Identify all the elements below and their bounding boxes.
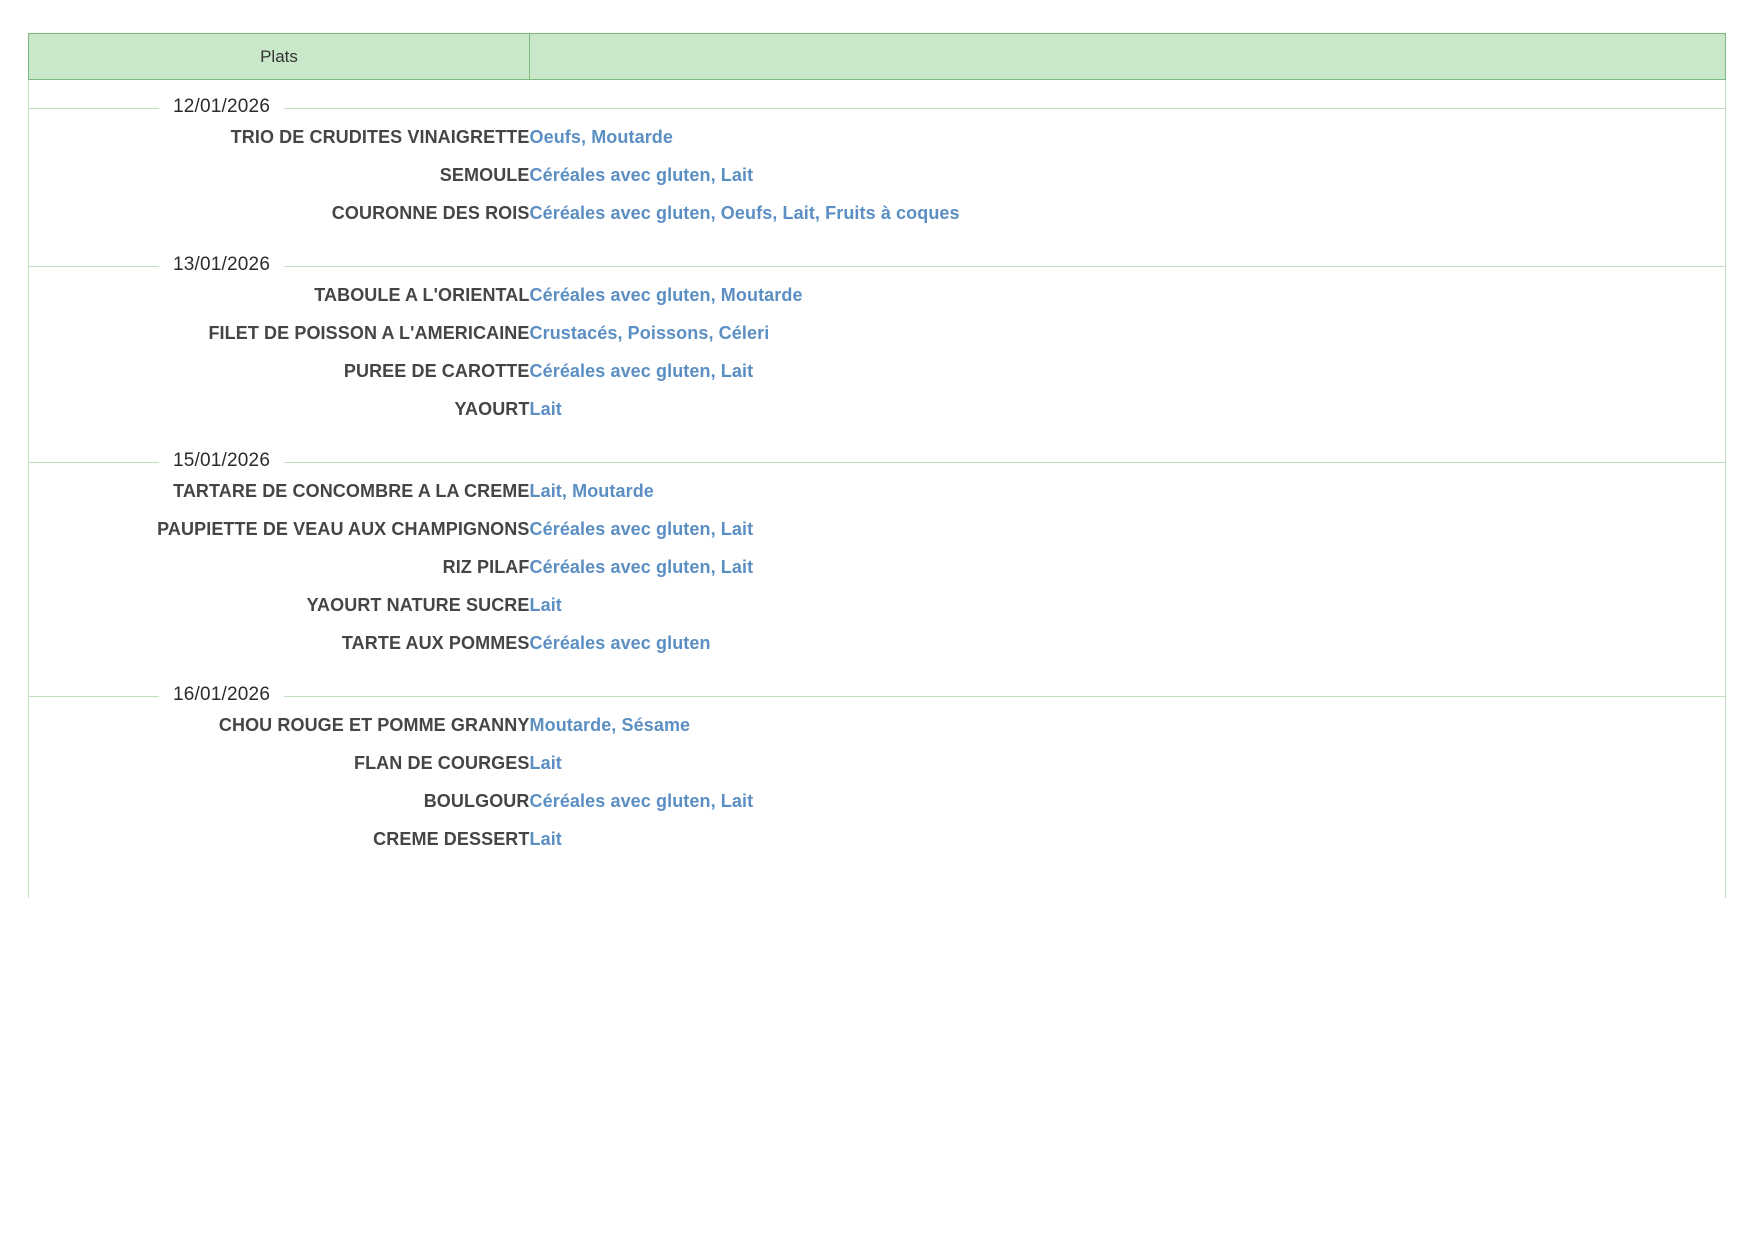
dish-name-cell: SEMOULE xyxy=(28,156,530,194)
table-row: TARTARE DE CONCOMBRE A LA CREME Lait, Mou… xyxy=(28,472,1726,510)
date-group-cell: 16/01/2026 xyxy=(28,662,1726,706)
column-header-allergens[interactable] xyxy=(529,33,1726,80)
date-rule-right xyxy=(284,266,1725,267)
table-footer-spacer xyxy=(28,858,1726,898)
allergens-cell: Lait xyxy=(529,586,1726,624)
date-rule-right xyxy=(284,462,1725,463)
table-row: CREME DESSERT Lait xyxy=(28,820,1726,858)
table-row: BOULGOUR Céréales avec gluten, Lait xyxy=(28,782,1726,820)
allergens-cell: Lait xyxy=(529,390,1726,428)
date-rule-left xyxy=(29,266,159,267)
allergens-cell: Lait xyxy=(529,820,1726,858)
column-header-plats[interactable]: Plats xyxy=(28,33,530,80)
date-group-header: 15/01/2026 xyxy=(28,428,1726,472)
date-band: 16/01/2026 xyxy=(29,662,1725,706)
date-group-cell: 13/01/2026 xyxy=(28,232,1726,276)
table-row: PAUPIETTE DE VEAU AUX CHAMPIGNONS Céréale… xyxy=(28,510,1726,548)
date-group-header: 16/01/2026 xyxy=(28,662,1726,706)
table-row: RIZ PILAF Céréales avec gluten, Lait xyxy=(28,548,1726,586)
dish-name-cell: TABOULE A L'ORIENTAL xyxy=(28,276,530,314)
date-rule-right xyxy=(284,696,1725,697)
allergens-cell: Moutarde, Sésame xyxy=(529,706,1726,744)
header-row: Plats xyxy=(28,33,1726,80)
table-row: TARTE AUX POMMES Céréales avec gluten xyxy=(28,624,1726,662)
date-group-cell: 15/01/2026 xyxy=(28,428,1726,472)
dish-name-cell: BOULGOUR xyxy=(28,782,530,820)
allergens-cell: Céréales avec gluten, Lait xyxy=(529,156,1726,194)
allergens-cell: Oeufs, Moutarde xyxy=(529,118,1726,156)
dish-name-cell: PAUPIETTE DE VEAU AUX CHAMPIGNONS xyxy=(28,510,530,548)
table-header: Plats xyxy=(28,33,1726,80)
table-row: YAOURT NATURE SUCRE Lait xyxy=(28,586,1726,624)
dish-name-cell: PUREE DE CAROTTE xyxy=(28,352,530,390)
allergens-cell: Lait xyxy=(529,744,1726,782)
allergens-cell: Céréales avec gluten, Moutarde xyxy=(529,276,1726,314)
date-group-header: 13/01/2026 xyxy=(28,232,1726,276)
allergens-cell: Crustacés, Poissons, Céleri xyxy=(529,314,1726,352)
allergens-cell: Céréales avec gluten xyxy=(529,624,1726,662)
table-row: PUREE DE CAROTTE Céréales avec gluten, La… xyxy=(28,352,1726,390)
dish-name-cell: FLAN DE COURGES xyxy=(28,744,530,782)
allergens-cell: Céréales avec gluten, Lait xyxy=(529,782,1726,820)
allergens-cell: Céréales avec gluten, Lait xyxy=(529,352,1726,390)
dish-name-cell: CREME DESSERT xyxy=(28,820,530,858)
table-row: FLAN DE COURGES Lait xyxy=(28,744,1726,782)
date-band: 12/01/2026 xyxy=(29,80,1725,118)
spacer-cell-left xyxy=(28,858,530,898)
dish-name-cell: FILET DE POISSON A L'AMERICAINE xyxy=(28,314,530,352)
date-label: 15/01/2026 xyxy=(173,450,271,471)
date-group-header: 12/01/2026 xyxy=(28,79,1726,118)
spacer-cell-right xyxy=(529,858,1726,898)
date-rule-left xyxy=(29,108,159,109)
dish-name-cell: YAOURT NATURE SUCRE xyxy=(28,586,530,624)
table-row: COURONNE DES ROIS Céréales avec gluten, O… xyxy=(28,194,1726,232)
allergens-cell: Lait, Moutarde xyxy=(529,472,1726,510)
date-label: 16/01/2026 xyxy=(173,684,271,705)
table-row: YAOURT Lait xyxy=(28,390,1726,428)
dish-name-cell: COURONNE DES ROIS xyxy=(28,194,530,232)
table-row: TRIO DE CRUDITES VINAIGRETTE Oeufs, Mouta… xyxy=(28,118,1726,156)
table-row: TABOULE A L'ORIENTAL Céréales avec gluten… xyxy=(28,276,1726,314)
dish-name-cell: RIZ PILAF xyxy=(28,548,530,586)
dish-name-cell: TRIO DE CRUDITES VINAIGRETTE xyxy=(28,118,530,156)
dish-name-cell: TARTE AUX POMMES xyxy=(28,624,530,662)
table-row: CHOU ROUGE ET POMME GRANNY Moutarde, Sésa… xyxy=(28,706,1726,744)
dish-name-cell: CHOU ROUGE ET POMME GRANNY xyxy=(28,706,530,744)
dish-name-cell: YAOURT xyxy=(28,390,530,428)
date-band: 15/01/2026 xyxy=(29,428,1725,472)
allergens-cell: Céréales avec gluten, Lait xyxy=(529,510,1726,548)
date-rule-left xyxy=(29,696,159,697)
allergens-cell: Céréales avec gluten, Oeufs, Lait, Fruit… xyxy=(529,194,1726,232)
table-body: 12/01/2026 TRIO DE CRUDITES VINAIGRETTE Oe… xyxy=(28,79,1726,898)
date-band: 13/01/2026 xyxy=(29,232,1725,276)
menu-allergens-table: Plats 12/01/2026 TRIO DE CRUDITES VINAIGR… xyxy=(28,33,1726,898)
date-label: 12/01/2026 xyxy=(173,96,271,117)
table-row: SEMOULE Céréales avec gluten, Lait xyxy=(28,156,1726,194)
date-rule-right xyxy=(284,108,1725,109)
date-group-cell: 12/01/2026 xyxy=(28,79,1726,118)
dish-name-cell: TARTARE DE CONCOMBRE A LA CREME xyxy=(28,472,530,510)
table-row: FILET DE POISSON A L'AMERICAINE Crustacés… xyxy=(28,314,1726,352)
allergens-cell: Céréales avec gluten, Lait xyxy=(529,548,1726,586)
date-rule-left xyxy=(29,462,159,463)
date-label: 13/01/2026 xyxy=(173,254,271,275)
